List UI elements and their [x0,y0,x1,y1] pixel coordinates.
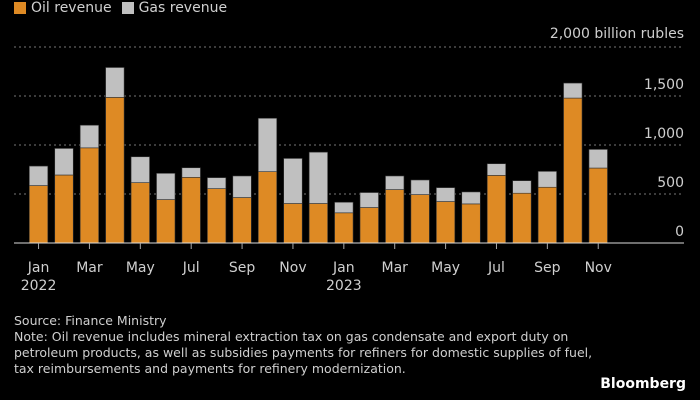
x-tick-label: Jul [182,260,200,276]
bar-gas [538,171,557,187]
bar-gas [487,164,506,176]
bar-oil [55,175,74,243]
bar-gas [335,202,354,213]
bar-oil [589,168,608,243]
bar-oil [335,213,354,243]
x-tick-label: Nov [279,260,306,276]
bar-oil [29,186,48,243]
bar-gas [157,173,176,199]
bar-oil [385,190,404,243]
bar-gas [462,192,481,204]
y-tick-label: 1,000 [644,126,684,142]
x-tick-label: Mar [76,260,103,276]
bar-chart: 0 500 1,000 1,500 2,000 billion rubles Jan 202… [0,0,700,310]
bar-oil [207,189,226,243]
y-tick-label: 1,500 [644,77,684,93]
bar-gas [258,118,277,171]
bar-gas [589,149,608,168]
x-year-label: 2023 [326,278,362,294]
bar-oil [462,204,481,243]
bar-oil [487,175,506,243]
bar-gas [131,157,150,183]
bloomberg-logo: Bloomberg [600,376,686,392]
bar-oil [131,183,150,243]
bar-oil [284,204,303,243]
bar-gas [29,166,48,186]
bar-gas [55,148,74,175]
x-tick-label: May [126,260,155,276]
bar-gas [233,176,252,198]
x-tick-label: Jan [332,260,355,276]
bar-oil [411,195,430,243]
bar-oil [360,208,379,243]
bar-gas [436,188,455,202]
bar-gas [80,125,99,148]
y-tick-label: 0 [675,224,684,240]
bar-oil [309,204,328,243]
bar-gas [309,152,328,203]
x-tick-label: Sep [229,260,256,276]
bar-oil [80,148,99,243]
y-tick-label: 500 [657,175,684,191]
bar-gas [106,67,125,97]
bar-oil [513,193,532,243]
footer: Source: Finance Ministry Note: Oil reven… [14,313,604,377]
bar-gas [564,83,583,98]
bar-gas [513,181,532,194]
bar-oil [233,198,252,243]
bar-gas [182,168,201,178]
bar-gas [411,180,430,195]
bar-gas [207,178,226,189]
x-tick-label: Jan [27,260,50,276]
x-tick-label: Sep [534,260,561,276]
bar-oil [564,98,583,243]
source-text: Source: Finance Ministry [14,313,604,329]
x-tick-label: Nov [585,260,612,276]
bar-oil [182,177,201,243]
bar-oil [436,202,455,243]
bar-oil [538,187,557,243]
bar-oil [157,200,176,243]
bar-oil [106,97,125,243]
bar-gas [284,158,303,203]
bar-oil [258,172,277,243]
x-tick-label: May [431,260,460,276]
bar-gas [385,176,404,190]
x-tick-label: Mar [381,260,408,276]
x-tick-label: Jul [487,260,505,276]
y-tick-label: 2,000 billion rubles [550,26,684,42]
note-text: Note: Oil revenue includes mineral extra… [14,329,604,377]
x-year-label: 2022 [21,278,57,294]
bar-gas [360,193,379,208]
